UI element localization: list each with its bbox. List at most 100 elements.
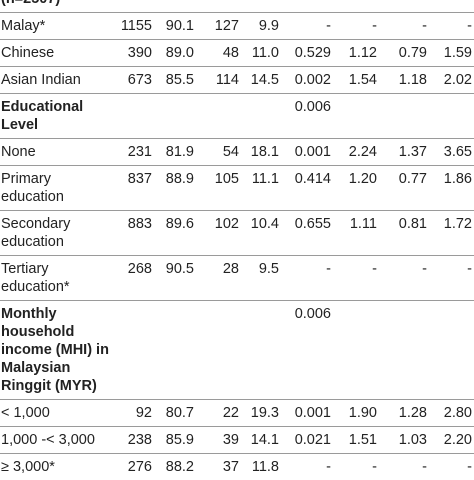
table-cell: 92 (112, 400, 154, 427)
table-cell: 1.12 (333, 40, 379, 67)
row-label: Primary education (0, 166, 112, 211)
table-cell: - (429, 256, 474, 301)
table-cell: 80.7 (154, 400, 196, 427)
table-cell: - (281, 454, 333, 480)
sample-size-label: (n=2507) (0, 0, 112, 13)
table-cell: 88.2 (154, 454, 196, 480)
row-label: Asian Indian (0, 67, 112, 94)
table-cell: 10.4 (241, 211, 281, 256)
table-cell: - (379, 13, 429, 40)
table-cell: - (333, 256, 379, 301)
table-cell: 1.28 (379, 400, 429, 427)
table-cell (154, 301, 196, 400)
table-cell: 0.002 (281, 67, 333, 94)
table-cell: 2.20 (429, 427, 474, 454)
row-label: Secondary education (0, 211, 112, 256)
table-cell (154, 94, 196, 139)
table-cell: - (333, 13, 379, 40)
table-cell: 0.529 (281, 40, 333, 67)
table-cell: 11.8 (241, 454, 281, 480)
table-cell: 3.65 (429, 139, 474, 166)
table-cell: - (281, 256, 333, 301)
table-cell (333, 94, 379, 139)
table-cell: 2.24 (333, 139, 379, 166)
table-cell: 22 (196, 400, 241, 427)
table-cell: 268 (112, 256, 154, 301)
table-cell: 54 (196, 139, 241, 166)
table-cell: 1.51 (333, 427, 379, 454)
table-cell: 1155 (112, 13, 154, 40)
row-label: ≥ 3,000* (0, 454, 112, 480)
table-cell: 14.1 (241, 427, 281, 454)
table-cell: - (429, 13, 474, 40)
table-header-row: (n=2507) (0, 0, 474, 13)
table-cell: - (429, 454, 474, 480)
table-cell: 231 (112, 139, 154, 166)
table-cell: 837 (112, 166, 154, 211)
table-cell: 127 (196, 13, 241, 40)
table-cell: 276 (112, 454, 154, 480)
table-cell: 0.001 (281, 139, 333, 166)
table-cell: 0.001 (281, 400, 333, 427)
table-cell: 1.37 (379, 139, 429, 166)
group-label: Monthly household income (MHI) in Malays… (0, 301, 112, 400)
table-cell (379, 301, 429, 400)
row-label: Tertiary education* (0, 256, 112, 301)
table-cell: - (379, 454, 429, 480)
table-cell (196, 94, 241, 139)
table-cell: 90.1 (154, 13, 196, 40)
table-cell: 89.6 (154, 211, 196, 256)
table-cell: 88.9 (154, 166, 196, 211)
table-cell: 238 (112, 427, 154, 454)
table-cell: 85.5 (154, 67, 196, 94)
table-cell: 1.90 (333, 400, 379, 427)
table-cell: 18.1 (241, 139, 281, 166)
table-cell: 390 (112, 40, 154, 67)
table-cell: 105 (196, 166, 241, 211)
table-cell: 89.0 (154, 40, 196, 67)
table-cell: 0.655 (281, 211, 333, 256)
table-cell (196, 301, 241, 400)
table-cell (112, 94, 154, 139)
table-cell: 11.1 (241, 166, 281, 211)
table-cell: 0.81 (379, 211, 429, 256)
table-cell (241, 94, 281, 139)
table-cell: 0.006 (281, 301, 333, 400)
table-cell (379, 94, 429, 139)
table-cell: 14.5 (241, 67, 281, 94)
row-label: Chinese (0, 40, 112, 67)
table-cell: 1.59 (429, 40, 474, 67)
table-cell: 11.0 (241, 40, 281, 67)
table-cell: - (281, 13, 333, 40)
table-cell: 114 (196, 67, 241, 94)
row-label: Malay* (0, 13, 112, 40)
table-cell: 1.86 (429, 166, 474, 211)
table-cell (112, 301, 154, 400)
table-cell: 1.18 (379, 67, 429, 94)
table-cell: 883 (112, 211, 154, 256)
table-cell: 1.11 (333, 211, 379, 256)
group-label: Educational Level (0, 94, 112, 139)
table-cell: 1.72 (429, 211, 474, 256)
table-cell: 1.20 (333, 166, 379, 211)
table-cell: 2.80 (429, 400, 474, 427)
table-cell: 1.54 (333, 67, 379, 94)
table-cell: 9.5 (241, 256, 281, 301)
table-cell: 37 (196, 454, 241, 480)
table-cell: 81.9 (154, 139, 196, 166)
table-group-row: Monthly household income (MHI) in Malays… (0, 301, 474, 400)
table-cell: 0.021 (281, 427, 333, 454)
table-cell: 85.9 (154, 427, 196, 454)
